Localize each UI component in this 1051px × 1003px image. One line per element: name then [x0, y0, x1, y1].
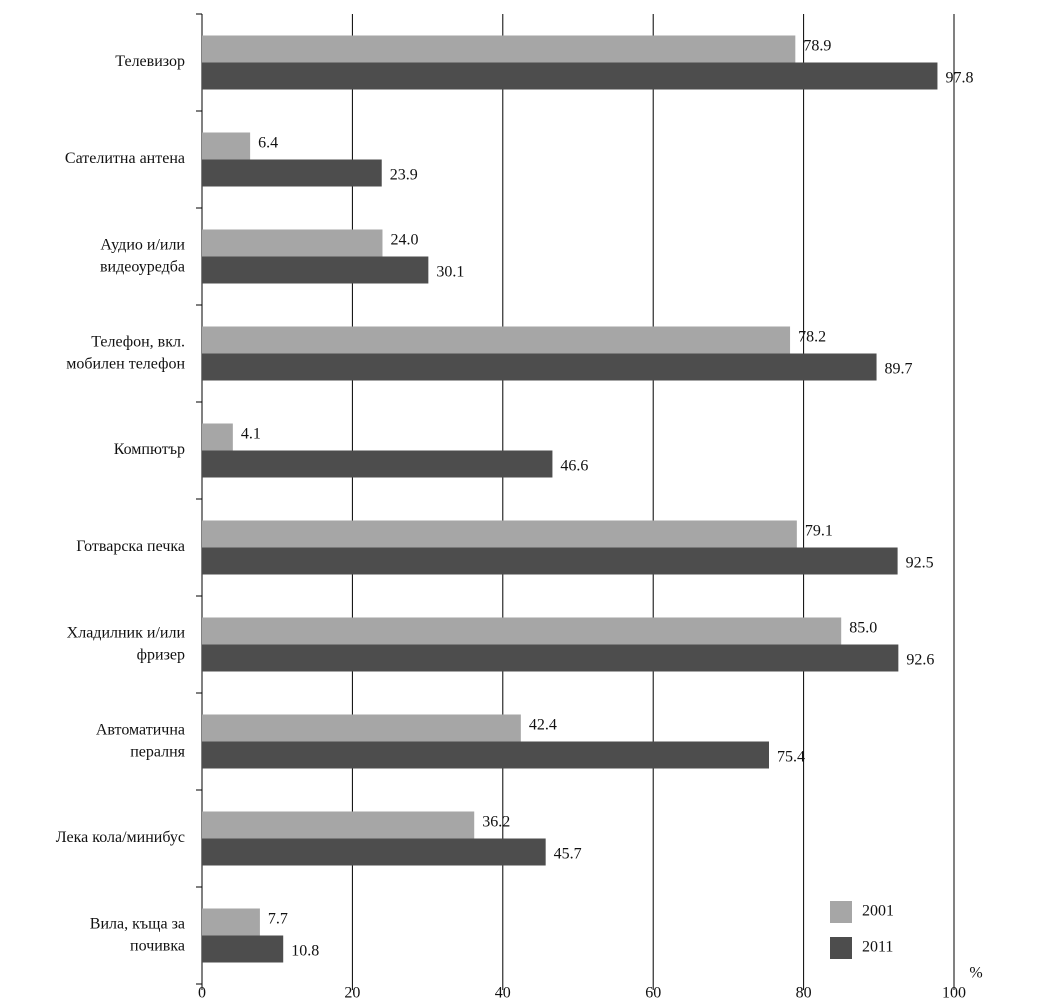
legend-label: 2011 [862, 939, 893, 956]
bar [202, 450, 553, 478]
value-label: 7.7 [268, 911, 288, 928]
value-label: 78.2 [798, 329, 826, 346]
y-tick-label: Готварска печка [76, 538, 185, 555]
y-tick-label: Лека кола/минибус [56, 829, 185, 846]
y-tick-label: Хладилник и/или фризер [67, 624, 186, 663]
value-label: 24.0 [390, 232, 418, 249]
y-tick-label: Сателитна антена [65, 150, 185, 167]
value-label: 92.6 [906, 652, 934, 669]
bar [202, 644, 899, 672]
bar [202, 811, 475, 839]
bar [202, 741, 770, 769]
bar [202, 132, 251, 160]
y-tick-label: Телефон, вкл. мобилен телефон [66, 333, 185, 372]
value-label: 4.1 [241, 426, 261, 443]
x-tick-label: 100 [942, 985, 966, 1002]
bar [202, 159, 382, 187]
bar [202, 35, 796, 63]
bar [202, 617, 842, 645]
bar [202, 62, 938, 90]
bar [202, 423, 233, 451]
value-label: 30.1 [436, 264, 464, 281]
value-label: 46.6 [560, 458, 588, 475]
value-label: 89.7 [885, 361, 913, 378]
bar [202, 256, 429, 284]
bar [202, 935, 284, 963]
value-label: 42.4 [529, 717, 557, 734]
value-label: 45.7 [554, 846, 582, 863]
y-tick-label: Телевизор [115, 53, 185, 70]
y-tick-label: Вила, къща за почивка [90, 915, 185, 954]
x-axis-label: % [969, 965, 982, 982]
value-label: 78.9 [803, 38, 831, 55]
value-label: 85.0 [849, 620, 877, 637]
value-label: 6.4 [258, 135, 278, 152]
value-label: 79.1 [805, 523, 833, 540]
bar [202, 229, 383, 257]
legend-swatch [830, 901, 852, 923]
value-label: 10.8 [291, 943, 319, 960]
value-label: 36.2 [482, 814, 510, 831]
bar [202, 520, 797, 548]
y-tick-label: Аудио и/или видеоуредба [100, 236, 185, 275]
value-label: 23.9 [390, 167, 418, 184]
bar [202, 353, 877, 381]
y-tick-label: Компютър [114, 441, 185, 458]
legend-label: 2001 [862, 903, 894, 920]
bar [202, 714, 521, 742]
bar [202, 908, 260, 936]
bar [202, 326, 791, 354]
y-tick-label: Автоматична пералня [96, 721, 186, 760]
x-tick-label: 60 [645, 985, 661, 1002]
x-tick-label: 20 [344, 985, 360, 1002]
value-label: 92.5 [906, 555, 934, 572]
x-tick-label: 80 [796, 985, 812, 1002]
bar [202, 838, 546, 866]
value-label: 97.8 [945, 70, 973, 87]
x-tick-label: 40 [495, 985, 511, 1002]
legend-swatch [830, 937, 852, 959]
x-tick-label: 0 [198, 985, 206, 1002]
bar [202, 547, 898, 575]
value-label: 75.4 [777, 749, 805, 766]
